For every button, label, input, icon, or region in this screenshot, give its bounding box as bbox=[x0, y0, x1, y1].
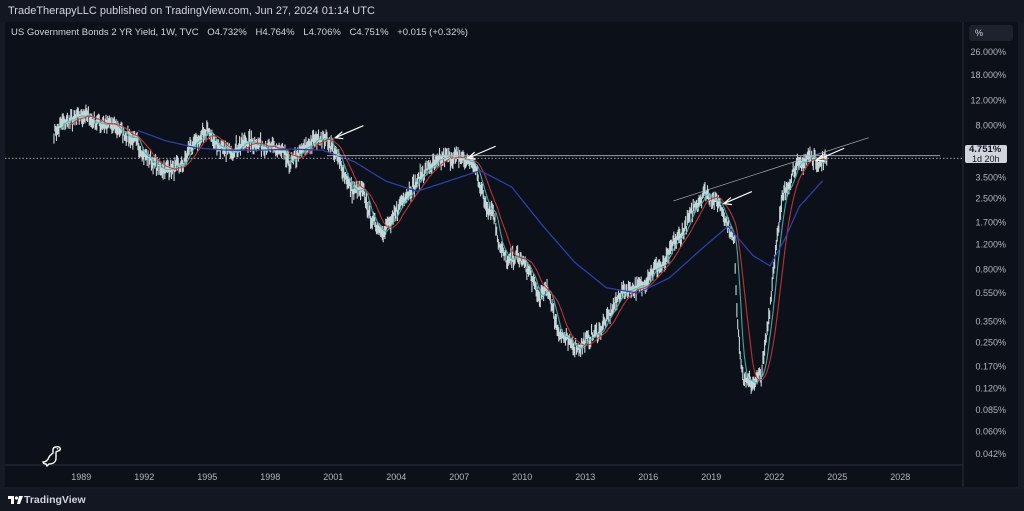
y-tick-label: 3.500% bbox=[975, 172, 1006, 182]
dinosaur-icon bbox=[42, 446, 61, 468]
annotation-arrow-head bbox=[333, 131, 344, 140]
low-label: L bbox=[303, 27, 309, 38]
y-tick-label: 0.250% bbox=[975, 337, 1006, 347]
high-value: 4.764% bbox=[262, 27, 295, 38]
y-tick-label: 0.085% bbox=[975, 405, 1006, 415]
price-chart[interactable]: 26.000%18.000%12.000%8.000%5.500%3.500%2… bbox=[5, 22, 1018, 487]
x-tick-label: 2025 bbox=[827, 472, 847, 482]
annotation-arrow-head bbox=[466, 151, 476, 160]
y-tick-label: 12.000% bbox=[970, 95, 1006, 105]
moving-average-slow bbox=[137, 129, 823, 294]
x-tick-label: 2028 bbox=[890, 472, 910, 482]
x-tick-label: 2016 bbox=[638, 472, 658, 482]
unit-selector[interactable]: % bbox=[969, 25, 1013, 41]
bar-countdown: 1d 20h bbox=[972, 154, 1000, 164]
last-price-tag bbox=[965, 145, 1007, 163]
y-tick-label: 1.200% bbox=[975, 239, 1006, 249]
open-value: 4.732% bbox=[214, 27, 247, 38]
close-label: C bbox=[349, 27, 357, 38]
y-tick-label: 0.042% bbox=[975, 449, 1006, 459]
x-tick-label: 2004 bbox=[386, 472, 406, 482]
annotation-arrow-head bbox=[814, 153, 825, 162]
y-tick-label: 18.000% bbox=[970, 70, 1006, 80]
publish-bar bbox=[0, 0, 1024, 22]
annotation-arrow-head bbox=[722, 197, 732, 206]
y-tick-label: 2.500% bbox=[975, 193, 1006, 203]
y-tick-label: 0.350% bbox=[975, 316, 1006, 326]
x-tick-label: 1995 bbox=[197, 472, 217, 482]
x-tick-label: 2022 bbox=[764, 472, 784, 482]
x-tick-label: 2019 bbox=[701, 472, 721, 482]
publisher-caption: TradeTherapyLLC published on TradingView… bbox=[8, 5, 375, 17]
annotation-arrow bbox=[723, 191, 753, 205]
plot-background bbox=[5, 22, 1018, 487]
candle-group bbox=[53, 104, 828, 394]
trend-line bbox=[673, 137, 869, 202]
x-tick-label: 1989 bbox=[71, 472, 91, 482]
y-tick-label: 0.800% bbox=[975, 265, 1006, 275]
low-value: 4.706% bbox=[308, 27, 341, 38]
x-tick-label: 2001 bbox=[323, 472, 343, 482]
x-tick-label: 1992 bbox=[134, 472, 154, 482]
tradingview-logo-icon bbox=[8, 496, 23, 504]
change-value: +0.015 (+0.32%) bbox=[397, 27, 468, 38]
y-tick-label: 1.700% bbox=[975, 218, 1006, 228]
last-price-value: 4.751% bbox=[969, 144, 1002, 155]
high-label: H bbox=[255, 27, 263, 38]
chart-panel[interactable]: 26.000%18.000%12.000%8.000%5.500%3.500%2… bbox=[5, 22, 1018, 487]
tradingview-brand: TradingView bbox=[24, 494, 86, 506]
open-label: O bbox=[207, 27, 215, 38]
symbol-title: US Government Bonds 2 YR Yield, 1W, TVC bbox=[11, 27, 199, 38]
moving-average-fast bbox=[60, 114, 827, 384]
y-tick-label: 0.550% bbox=[975, 288, 1006, 298]
annotation-arrow bbox=[816, 147, 845, 161]
y-tick-label: 0.170% bbox=[975, 362, 1006, 372]
x-tick-label: 2010 bbox=[512, 472, 532, 482]
y-tick-label: 0.120% bbox=[975, 383, 1006, 393]
y-tick-label: 0.060% bbox=[975, 427, 1006, 437]
symbol-legend: US Government Bonds 2 YR Yield, 1W, TVC … bbox=[11, 27, 470, 38]
close-value: 4.751% bbox=[356, 27, 389, 38]
annotation-arrow bbox=[335, 125, 364, 139]
branding-bar bbox=[0, 489, 1024, 511]
annotation-arrow bbox=[467, 145, 496, 159]
x-tick-label: 2007 bbox=[449, 472, 469, 482]
x-tick-label: 2013 bbox=[575, 472, 595, 482]
y-tick-label: 8.000% bbox=[975, 121, 1006, 131]
x-tick-label: 1998 bbox=[260, 472, 280, 482]
y-tick-label: 26.000% bbox=[970, 47, 1006, 57]
moving-average-mid bbox=[70, 115, 827, 381]
